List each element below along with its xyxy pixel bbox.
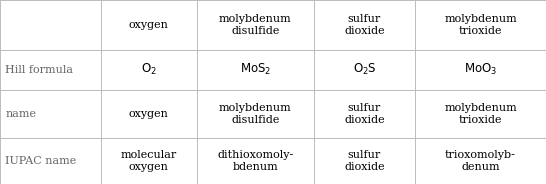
Text: trioxomolyb-
denum: trioxomolyb- denum bbox=[445, 150, 516, 172]
Text: oxygen: oxygen bbox=[129, 109, 169, 119]
Text: IUPAC name: IUPAC name bbox=[5, 156, 76, 166]
Text: sulfur
dioxide: sulfur dioxide bbox=[344, 14, 385, 36]
Text: molybdenum
trioxide: molybdenum trioxide bbox=[444, 103, 517, 125]
Text: $\mathrm{O}_{2}$: $\mathrm{O}_{2}$ bbox=[141, 62, 157, 77]
Text: $\mathrm{O}_{2}\mathrm{S}$: $\mathrm{O}_{2}\mathrm{S}$ bbox=[353, 62, 376, 77]
Text: dithioxomoly-
bdenum: dithioxomoly- bdenum bbox=[217, 150, 293, 172]
Text: sulfur
dioxide: sulfur dioxide bbox=[344, 103, 385, 125]
Text: molybdenum
disulfide: molybdenum disulfide bbox=[219, 103, 292, 125]
Text: molybdenum
trioxide: molybdenum trioxide bbox=[444, 14, 517, 36]
Text: molecular
oxygen: molecular oxygen bbox=[121, 150, 177, 172]
Text: name: name bbox=[5, 109, 37, 119]
Text: Hill formula: Hill formula bbox=[5, 65, 74, 75]
Text: $\mathrm{MoO}_{3}$: $\mathrm{MoO}_{3}$ bbox=[464, 62, 497, 77]
Text: sulfur
dioxide: sulfur dioxide bbox=[344, 150, 385, 172]
Text: $\mathrm{MoS}_{2}$: $\mathrm{MoS}_{2}$ bbox=[240, 62, 271, 77]
Text: oxygen: oxygen bbox=[129, 20, 169, 30]
Text: molybdenum
disulfide: molybdenum disulfide bbox=[219, 14, 292, 36]
